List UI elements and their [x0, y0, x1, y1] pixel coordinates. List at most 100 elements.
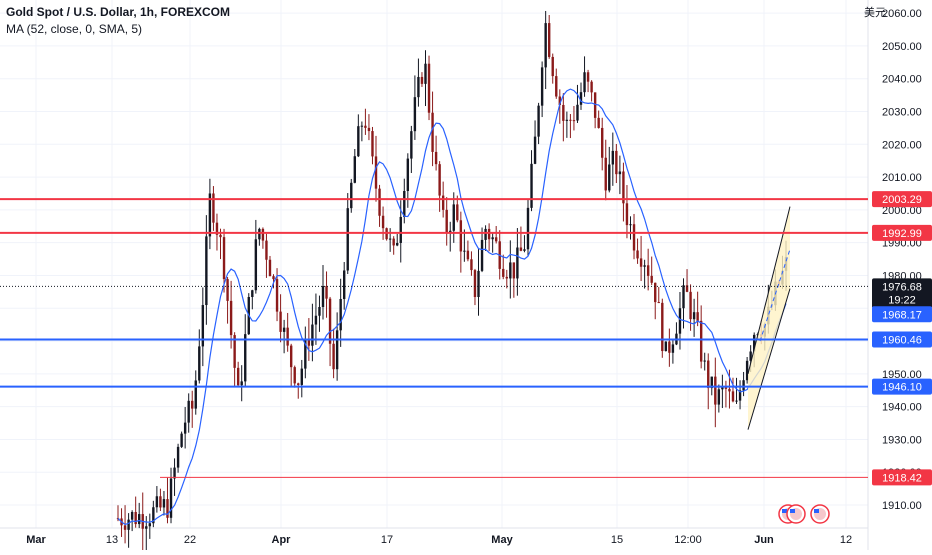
candle-body: [540, 67, 544, 106]
y-tick-label: 1910.00: [882, 500, 922, 512]
candle-body: [226, 279, 229, 301]
level-label-1918.42: 1918.42: [882, 472, 922, 484]
candle-body: [282, 327, 286, 332]
channel-lower-line[interactable]: [747, 288, 791, 430]
candle-body: [523, 249, 526, 251]
candle-body: [738, 390, 742, 401]
candle-body: [459, 220, 463, 252]
currency-label: 美元: [864, 7, 886, 19]
candle-body: [353, 156, 357, 183]
indicator-label[interactable]: MA (52, close, 0, SMA, 5): [6, 22, 143, 36]
candle-body: [431, 112, 434, 152]
candle-body: [685, 285, 689, 292]
candle-body: [406, 158, 410, 191]
candle-body: [357, 126, 360, 157]
candle-body: [424, 63, 427, 84]
candle-body: [576, 104, 579, 121]
candle-body: [699, 320, 703, 362]
candle-body: [668, 341, 671, 353]
candle-body: [721, 387, 724, 390]
level-tag-2003.29: [872, 191, 932, 208]
candle-body: [145, 526, 148, 529]
candle-body: [714, 376, 717, 405]
candle-body: [749, 351, 752, 361]
y-tick-label: 2020.00: [882, 139, 922, 151]
candle-body: [689, 291, 692, 320]
candle-body: [187, 400, 190, 423]
candle-body: [526, 207, 530, 250]
candle-body: [551, 56, 554, 77]
candle-body: [215, 222, 219, 235]
candle-body: [275, 279, 279, 312]
candle-body: [328, 298, 332, 344]
candle-body: [728, 388, 731, 392]
us-flag-event-icon-canton: [782, 509, 787, 513]
candle-body: [696, 312, 699, 321]
candle-body: [611, 150, 615, 165]
candle-body: [622, 171, 625, 204]
channel-upper-line[interactable]: [747, 206, 791, 374]
candle-body: [332, 343, 335, 370]
candle-body: [335, 330, 339, 370]
candle-body: [258, 228, 261, 240]
candle-body: [456, 204, 459, 221]
candle-body: [487, 228, 491, 240]
candle-body: [533, 136, 537, 164]
candle-body: [123, 525, 127, 530]
candle-body: [176, 446, 180, 468]
current-price-tag: [872, 278, 932, 309]
candle-body: [752, 334, 756, 352]
candle-body: [562, 104, 565, 121]
candle-body: [547, 23, 551, 57]
candle-body: [134, 511, 137, 525]
candle-body: [261, 228, 265, 241]
us-flag-event-icon-canton: [790, 509, 795, 513]
candle-body: [272, 276, 275, 280]
candle-body: [441, 195, 445, 210]
symbol-title[interactable]: Gold Spot / U.S. Dollar, 1h, FOREXCOM: [6, 5, 231, 19]
candle-body: [466, 250, 470, 260]
candle-body: [678, 308, 682, 334]
x-tick-label: 22: [184, 534, 196, 546]
candle-body: [477, 270, 480, 298]
candle-body: [661, 302, 664, 352]
candle-body: [374, 156, 378, 189]
candle-body: [169, 478, 173, 518]
candle-body: [399, 216, 402, 243]
candle-body: [516, 247, 519, 279]
x-tick-label: 15: [611, 534, 623, 546]
candle-body: [671, 344, 675, 353]
candle-body: [268, 259, 272, 277]
y-tick-label: 1950.00: [882, 369, 922, 381]
candle-body: [339, 298, 342, 331]
candle-body: [396, 242, 399, 246]
candle-body: [183, 422, 187, 434]
candle-body: [555, 76, 558, 97]
candle-body: [519, 247, 523, 251]
candle-body: [480, 239, 484, 271]
candle-body: [530, 163, 533, 208]
y-tick-label: 2050.00: [882, 41, 922, 53]
moving-average-line: [117, 88, 787, 526]
candle-body: [219, 234, 222, 238]
candle-body: [632, 224, 636, 251]
candle-body: [625, 203, 629, 226]
candle-body: [166, 499, 169, 518]
y-tick-label: 2040.00: [882, 74, 922, 86]
candle-body: [608, 164, 611, 191]
us-flag-event-icon-canton: [814, 509, 819, 513]
candle-body: [159, 496, 162, 508]
level-tag-1946.10: [872, 378, 932, 395]
ma-value-label: 1968.17: [882, 309, 922, 321]
candle-body: [470, 259, 473, 271]
candle-body: [148, 523, 152, 527]
candle-body: [205, 236, 208, 306]
level-tag-1960.46: [872, 331, 932, 348]
candle-body: [350, 182, 353, 209]
candle-body: [473, 270, 477, 298]
candle-body: [222, 237, 226, 280]
level-tag-1918.42: [872, 469, 932, 486]
candle-body: [265, 240, 268, 260]
